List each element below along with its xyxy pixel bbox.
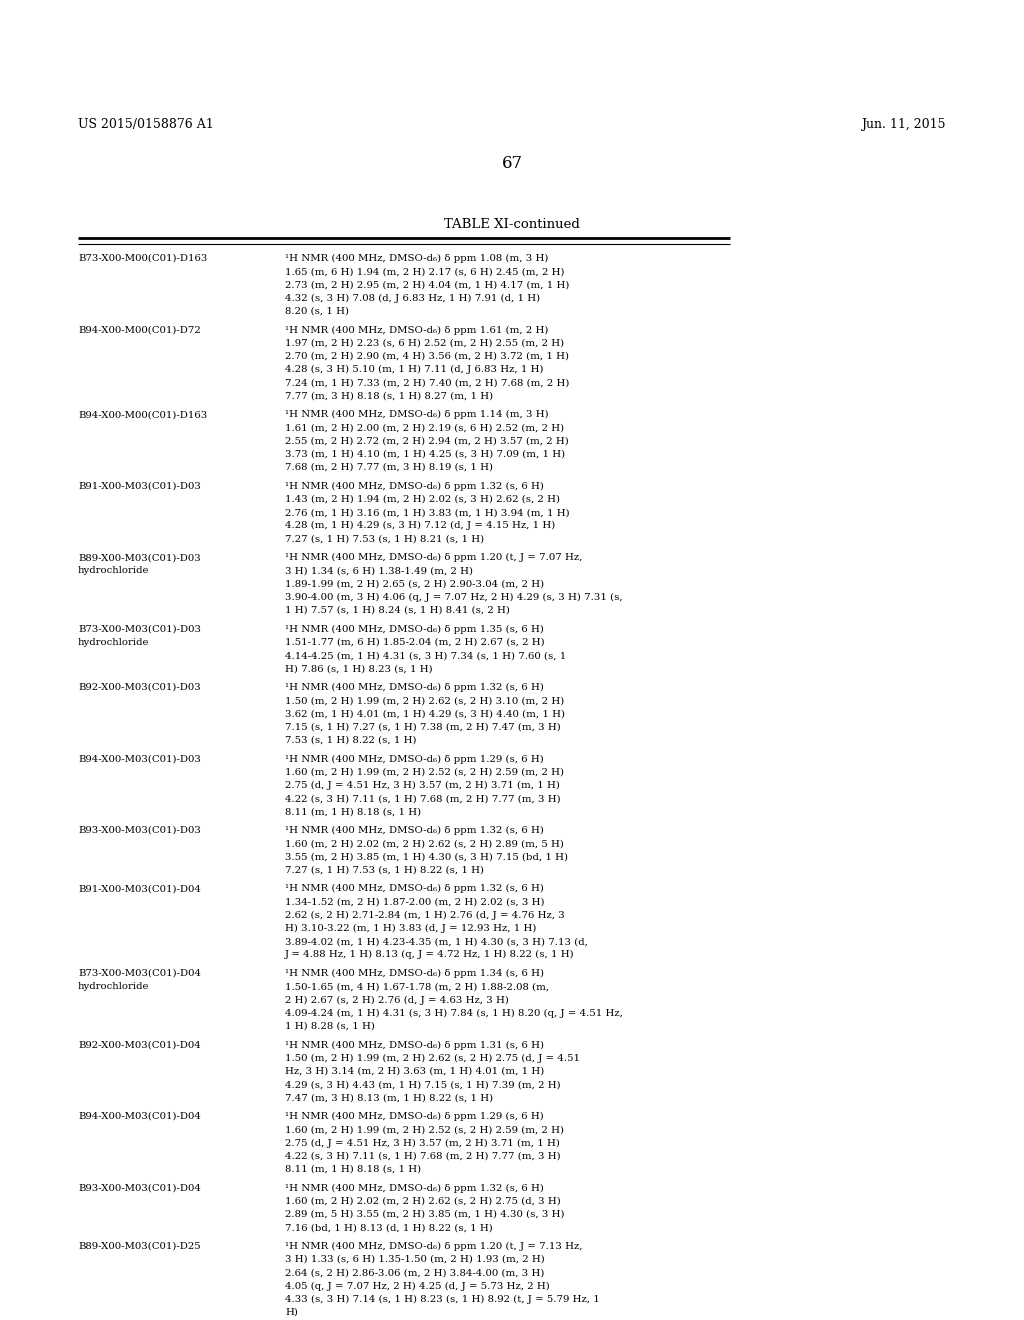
Text: B94-X00-M00(C01)-D72: B94-X00-M00(C01)-D72 xyxy=(78,326,201,334)
Text: ¹H NMR (400 MHz, DMSO-d₆) δ ppm 1.61 (m, 2 H): ¹H NMR (400 MHz, DMSO-d₆) δ ppm 1.61 (m,… xyxy=(285,326,549,335)
Text: J = 4.88 Hz, 1 H) 8.13 (q, J = 4.72 Hz, 1 H) 8.22 (s, 1 H): J = 4.88 Hz, 1 H) 8.13 (q, J = 4.72 Hz, … xyxy=(285,950,574,960)
Text: B92-X00-M03(C01)-D03: B92-X00-M03(C01)-D03 xyxy=(78,682,201,692)
Text: 3.90-4.00 (m, 3 H) 4.06 (q, J = 7.07 Hz, 2 H) 4.29 (s, 3 H) 7.31 (s,: 3.90-4.00 (m, 3 H) 4.06 (q, J = 7.07 Hz,… xyxy=(285,593,623,602)
Text: B94-X00-M03(C01)-D04: B94-X00-M03(C01)-D04 xyxy=(78,1111,201,1121)
Text: B91-X00-M03(C01)-D03: B91-X00-M03(C01)-D03 xyxy=(78,482,201,491)
Text: 2.75 (d, J = 4.51 Hz, 3 H) 3.57 (m, 2 H) 3.71 (m, 1 H): 2.75 (d, J = 4.51 Hz, 3 H) 3.57 (m, 2 H)… xyxy=(285,1138,560,1147)
Text: 7.24 (m, 1 H) 7.33 (m, 2 H) 7.40 (m, 2 H) 7.68 (m, 2 H): 7.24 (m, 1 H) 7.33 (m, 2 H) 7.40 (m, 2 H… xyxy=(285,379,569,387)
Text: ¹H NMR (400 MHz, DMSO-d₆) δ ppm 1.32 (s, 6 H): ¹H NMR (400 MHz, DMSO-d₆) δ ppm 1.32 (s,… xyxy=(285,884,544,894)
Text: ¹H NMR (400 MHz, DMSO-d₆) δ ppm 1.34 (s, 6 H): ¹H NMR (400 MHz, DMSO-d₆) δ ppm 1.34 (s,… xyxy=(285,969,544,978)
Text: 8.11 (m, 1 H) 8.18 (s, 1 H): 8.11 (m, 1 H) 8.18 (s, 1 H) xyxy=(285,1164,421,1173)
Text: 2.89 (m, 5 H) 3.55 (m, 2 H) 3.85 (m, 1 H) 4.30 (s, 3 H): 2.89 (m, 5 H) 3.55 (m, 2 H) 3.85 (m, 1 H… xyxy=(285,1210,564,1218)
Text: B94-X00-M03(C01)-D03: B94-X00-M03(C01)-D03 xyxy=(78,755,201,763)
Text: 7.47 (m, 3 H) 8.13 (m, 1 H) 8.22 (s, 1 H): 7.47 (m, 3 H) 8.13 (m, 1 H) 8.22 (s, 1 H… xyxy=(285,1093,494,1102)
Text: 7.16 (bd, 1 H) 8.13 (d, 1 H) 8.22 (s, 1 H): 7.16 (bd, 1 H) 8.13 (d, 1 H) 8.22 (s, 1 … xyxy=(285,1224,493,1232)
Text: ¹H NMR (400 MHz, DMSO-d₆) δ ppm 1.32 (s, 6 H): ¹H NMR (400 MHz, DMSO-d₆) δ ppm 1.32 (s,… xyxy=(285,482,544,491)
Text: 3 H) 1.33 (s, 6 H) 1.35-1.50 (m, 2 H) 1.93 (m, 2 H): 3 H) 1.33 (s, 6 H) 1.35-1.50 (m, 2 H) 1.… xyxy=(285,1255,545,1265)
Text: 4.29 (s, 3 H) 4.43 (m, 1 H) 7.15 (s, 1 H) 7.39 (m, 2 H): 4.29 (s, 3 H) 4.43 (m, 1 H) 7.15 (s, 1 H… xyxy=(285,1080,560,1089)
Text: ¹H NMR (400 MHz, DMSO-d₆) δ ppm 1.08 (m, 3 H): ¹H NMR (400 MHz, DMSO-d₆) δ ppm 1.08 (m,… xyxy=(285,253,549,263)
Text: Hz, 3 H) 3.14 (m, 2 H) 3.63 (m, 1 H) 4.01 (m, 1 H): Hz, 3 H) 3.14 (m, 2 H) 3.63 (m, 1 H) 4.0… xyxy=(285,1067,544,1076)
Text: 1.50 (m, 2 H) 1.99 (m, 2 H) 2.62 (s, 2 H) 3.10 (m, 2 H): 1.50 (m, 2 H) 1.99 (m, 2 H) 2.62 (s, 2 H… xyxy=(285,696,564,705)
Text: 7.15 (s, 1 H) 7.27 (s, 1 H) 7.38 (m, 2 H) 7.47 (m, 3 H): 7.15 (s, 1 H) 7.27 (s, 1 H) 7.38 (m, 2 H… xyxy=(285,722,561,731)
Text: 7.53 (s, 1 H) 8.22 (s, 1 H): 7.53 (s, 1 H) 8.22 (s, 1 H) xyxy=(285,735,417,744)
Text: ¹H NMR (400 MHz, DMSO-d₆) δ ppm 1.32 (s, 6 H): ¹H NMR (400 MHz, DMSO-d₆) δ ppm 1.32 (s,… xyxy=(285,682,544,692)
Text: 8.20 (s, 1 H): 8.20 (s, 1 H) xyxy=(285,306,349,315)
Text: ¹H NMR (400 MHz, DMSO-d₆) δ ppm 1.35 (s, 6 H): ¹H NMR (400 MHz, DMSO-d₆) δ ppm 1.35 (s,… xyxy=(285,624,544,634)
Text: 4.09-4.24 (m, 1 H) 4.31 (s, 3 H) 7.84 (s, 1 H) 8.20 (q, J = 4.51 Hz,: 4.09-4.24 (m, 1 H) 4.31 (s, 3 H) 7.84 (s… xyxy=(285,1008,623,1018)
Text: B73-X00-M03(C01)-D04: B73-X00-M03(C01)-D04 xyxy=(78,969,201,978)
Text: 7.27 (s, 1 H) 7.53 (s, 1 H) 8.21 (s, 1 H): 7.27 (s, 1 H) 7.53 (s, 1 H) 8.21 (s, 1 H… xyxy=(285,535,484,544)
Text: H) 3.10-3.22 (m, 1 H) 3.83 (d, J = 12.93 Hz, 1 H): H) 3.10-3.22 (m, 1 H) 3.83 (d, J = 12.93… xyxy=(285,924,537,933)
Text: TABLE XI-continued: TABLE XI-continued xyxy=(444,218,580,231)
Text: B92-X00-M03(C01)-D04: B92-X00-M03(C01)-D04 xyxy=(78,1040,201,1049)
Text: 3 H) 1.34 (s, 6 H) 1.38-1.49 (m, 2 H): 3 H) 1.34 (s, 6 H) 1.38-1.49 (m, 2 H) xyxy=(285,566,473,576)
Text: 1.34-1.52 (m, 2 H) 1.87-2.00 (m, 2 H) 2.02 (s, 3 H): 1.34-1.52 (m, 2 H) 1.87-2.00 (m, 2 H) 2.… xyxy=(285,898,545,907)
Text: 4.14-4.25 (m, 1 H) 4.31 (s, 3 H) 7.34 (s, 1 H) 7.60 (s, 1: 4.14-4.25 (m, 1 H) 4.31 (s, 3 H) 7.34 (s… xyxy=(285,651,566,660)
Text: ¹H NMR (400 MHz, DMSO-d₆) δ ppm 1.32 (s, 6 H): ¹H NMR (400 MHz, DMSO-d₆) δ ppm 1.32 (s,… xyxy=(285,1184,544,1193)
Text: 1.50 (m, 2 H) 1.99 (m, 2 H) 2.62 (s, 2 H) 2.75 (d, J = 4.51: 1.50 (m, 2 H) 1.99 (m, 2 H) 2.62 (s, 2 H… xyxy=(285,1053,580,1063)
Text: 1.60 (m, 2 H) 2.02 (m, 2 H) 2.62 (s, 2 H) 2.89 (m, 5 H): 1.60 (m, 2 H) 2.02 (m, 2 H) 2.62 (s, 2 H… xyxy=(285,840,564,849)
Text: US 2015/0158876 A1: US 2015/0158876 A1 xyxy=(78,117,214,131)
Text: B93-X00-M03(C01)-D04: B93-X00-M03(C01)-D04 xyxy=(78,1184,201,1192)
Text: 1.61 (m, 2 H) 2.00 (m, 2 H) 2.19 (s, 6 H) 2.52 (m, 2 H): 1.61 (m, 2 H) 2.00 (m, 2 H) 2.19 (s, 6 H… xyxy=(285,424,564,433)
Text: B73-X00-M03(C01)-D03: B73-X00-M03(C01)-D03 xyxy=(78,624,201,634)
Text: 2 H) 2.67 (s, 2 H) 2.76 (d, J = 4.63 Hz, 3 H): 2 H) 2.67 (s, 2 H) 2.76 (d, J = 4.63 Hz,… xyxy=(285,995,509,1005)
Text: B89-X00-M03(C01)-D03: B89-X00-M03(C01)-D03 xyxy=(78,553,201,562)
Text: 7.77 (m, 3 H) 8.18 (s, 1 H) 8.27 (m, 1 H): 7.77 (m, 3 H) 8.18 (s, 1 H) 8.27 (m, 1 H… xyxy=(285,392,494,400)
Text: 2.70 (m, 2 H) 2.90 (m, 4 H) 3.56 (m, 2 H) 3.72 (m, 1 H): 2.70 (m, 2 H) 2.90 (m, 4 H) 3.56 (m, 2 H… xyxy=(285,352,569,360)
Text: 2.62 (s, 2 H) 2.71-2.84 (m, 1 H) 2.76 (d, J = 4.76 Hz, 3: 2.62 (s, 2 H) 2.71-2.84 (m, 1 H) 2.76 (d… xyxy=(285,911,565,920)
Text: 4.05 (q, J = 7.07 Hz, 2 H) 4.25 (d, J = 5.73 Hz, 2 H): 4.05 (q, J = 7.07 Hz, 2 H) 4.25 (d, J = … xyxy=(285,1282,550,1291)
Text: 4.22 (s, 3 H) 7.11 (s, 1 H) 7.68 (m, 2 H) 7.77 (m, 3 H): 4.22 (s, 3 H) 7.11 (s, 1 H) 7.68 (m, 2 H… xyxy=(285,1151,560,1160)
Text: 7.27 (s, 1 H) 7.53 (s, 1 H) 8.22 (s, 1 H): 7.27 (s, 1 H) 7.53 (s, 1 H) 8.22 (s, 1 H… xyxy=(285,866,484,875)
Text: hydrochloride: hydrochloride xyxy=(78,566,150,576)
Text: 1 H) 8.28 (s, 1 H): 1 H) 8.28 (s, 1 H) xyxy=(285,1022,375,1031)
Text: 67: 67 xyxy=(502,154,522,172)
Text: 3.73 (m, 1 H) 4.10 (m, 1 H) 4.25 (s, 3 H) 7.09 (m, 1 H): 3.73 (m, 1 H) 4.10 (m, 1 H) 4.25 (s, 3 H… xyxy=(285,450,565,459)
Text: H) 7.86 (s, 1 H) 8.23 (s, 1 H): H) 7.86 (s, 1 H) 8.23 (s, 1 H) xyxy=(285,664,432,673)
Text: ¹H NMR (400 MHz, DMSO-d₆) δ ppm 1.14 (m, 3 H): ¹H NMR (400 MHz, DMSO-d₆) δ ppm 1.14 (m,… xyxy=(285,411,549,420)
Text: ¹H NMR (400 MHz, DMSO-d₆) δ ppm 1.20 (t, J = 7.13 Hz,: ¹H NMR (400 MHz, DMSO-d₆) δ ppm 1.20 (t,… xyxy=(285,1242,583,1251)
Text: 1.60 (m, 2 H) 1.99 (m, 2 H) 2.52 (s, 2 H) 2.59 (m, 2 H): 1.60 (m, 2 H) 1.99 (m, 2 H) 2.52 (s, 2 H… xyxy=(285,768,564,776)
Text: 4.28 (m, 1 H) 4.29 (s, 3 H) 7.12 (d, J = 4.15 Hz, 1 H): 4.28 (m, 1 H) 4.29 (s, 3 H) 7.12 (d, J =… xyxy=(285,521,555,531)
Text: ¹H NMR (400 MHz, DMSO-d₆) δ ppm 1.32 (s, 6 H): ¹H NMR (400 MHz, DMSO-d₆) δ ppm 1.32 (s,… xyxy=(285,826,544,836)
Text: H): H) xyxy=(285,1308,298,1317)
Text: ¹H NMR (400 MHz, DMSO-d₆) δ ppm 1.20 (t, J = 7.07 Hz,: ¹H NMR (400 MHz, DMSO-d₆) δ ppm 1.20 (t,… xyxy=(285,553,583,562)
Text: 1.50-1.65 (m, 4 H) 1.67-1.78 (m, 2 H) 1.88-2.08 (m,: 1.50-1.65 (m, 4 H) 1.67-1.78 (m, 2 H) 1.… xyxy=(285,982,549,991)
Text: 2.55 (m, 2 H) 2.72 (m, 2 H) 2.94 (m, 2 H) 3.57 (m, 2 H): 2.55 (m, 2 H) 2.72 (m, 2 H) 2.94 (m, 2 H… xyxy=(285,437,568,446)
Text: 3.55 (m, 2 H) 3.85 (m, 1 H) 4.30 (s, 3 H) 7.15 (bd, 1 H): 3.55 (m, 2 H) 3.85 (m, 1 H) 4.30 (s, 3 H… xyxy=(285,853,568,862)
Text: 4.22 (s, 3 H) 7.11 (s, 1 H) 7.68 (m, 2 H) 7.77 (m, 3 H): 4.22 (s, 3 H) 7.11 (s, 1 H) 7.68 (m, 2 H… xyxy=(285,795,560,803)
Text: hydrochloride: hydrochloride xyxy=(78,982,150,991)
Text: 2.75 (d, J = 4.51 Hz, 3 H) 3.57 (m, 2 H) 3.71 (m, 1 H): 2.75 (d, J = 4.51 Hz, 3 H) 3.57 (m, 2 H)… xyxy=(285,781,560,791)
Text: 1.65 (m, 6 H) 1.94 (m, 2 H) 2.17 (s, 6 H) 2.45 (m, 2 H): 1.65 (m, 6 H) 1.94 (m, 2 H) 2.17 (s, 6 H… xyxy=(285,267,564,276)
Text: ¹H NMR (400 MHz, DMSO-d₆) δ ppm 1.29 (s, 6 H): ¹H NMR (400 MHz, DMSO-d₆) δ ppm 1.29 (s,… xyxy=(285,755,544,764)
Text: hydrochloride: hydrochloride xyxy=(78,638,150,647)
Text: 4.32 (s, 3 H) 7.08 (d, J 6.83 Hz, 1 H) 7.91 (d, 1 H): 4.32 (s, 3 H) 7.08 (d, J 6.83 Hz, 1 H) 7… xyxy=(285,293,540,302)
Text: 1.51-1.77 (m, 6 H) 1.85-2.04 (m, 2 H) 2.67 (s, 2 H): 1.51-1.77 (m, 6 H) 1.85-2.04 (m, 2 H) 2.… xyxy=(285,638,545,647)
Text: Jun. 11, 2015: Jun. 11, 2015 xyxy=(861,117,946,131)
Text: 8.11 (m, 1 H) 8.18 (s, 1 H): 8.11 (m, 1 H) 8.18 (s, 1 H) xyxy=(285,808,421,816)
Text: ¹H NMR (400 MHz, DMSO-d₆) δ ppm 1.29 (s, 6 H): ¹H NMR (400 MHz, DMSO-d₆) δ ppm 1.29 (s,… xyxy=(285,1111,544,1121)
Text: 4.28 (s, 3 H) 5.10 (m, 1 H) 7.11 (d, J 6.83 Hz, 1 H): 4.28 (s, 3 H) 5.10 (m, 1 H) 7.11 (d, J 6… xyxy=(285,366,544,375)
Text: 3.62 (m, 1 H) 4.01 (m, 1 H) 4.29 (s, 3 H) 4.40 (m, 1 H): 3.62 (m, 1 H) 4.01 (m, 1 H) 4.29 (s, 3 H… xyxy=(285,709,565,718)
Text: 1.60 (m, 2 H) 1.99 (m, 2 H) 2.52 (s, 2 H) 2.59 (m, 2 H): 1.60 (m, 2 H) 1.99 (m, 2 H) 2.52 (s, 2 H… xyxy=(285,1125,564,1134)
Text: B73-X00-M00(C01)-D163: B73-X00-M00(C01)-D163 xyxy=(78,253,208,263)
Text: B89-X00-M03(C01)-D25: B89-X00-M03(C01)-D25 xyxy=(78,1242,201,1251)
Text: 2.64 (s, 2 H) 2.86-3.06 (m, 2 H) 3.84-4.00 (m, 3 H): 2.64 (s, 2 H) 2.86-3.06 (m, 2 H) 3.84-4.… xyxy=(285,1269,545,1278)
Text: 4.33 (s, 3 H) 7.14 (s, 1 H) 8.23 (s, 1 H) 8.92 (t, J = 5.79 Hz, 1: 4.33 (s, 3 H) 7.14 (s, 1 H) 8.23 (s, 1 H… xyxy=(285,1295,600,1304)
Text: 1.89-1.99 (m, 2 H) 2.65 (s, 2 H) 2.90-3.04 (m, 2 H): 1.89-1.99 (m, 2 H) 2.65 (s, 2 H) 2.90-3.… xyxy=(285,579,544,589)
Text: 1.43 (m, 2 H) 1.94 (m, 2 H) 2.02 (s, 3 H) 2.62 (s, 2 H): 1.43 (m, 2 H) 1.94 (m, 2 H) 2.02 (s, 3 H… xyxy=(285,495,560,504)
Text: 1 H) 7.57 (s, 1 H) 8.24 (s, 1 H) 8.41 (s, 2 H): 1 H) 7.57 (s, 1 H) 8.24 (s, 1 H) 8.41 (s… xyxy=(285,606,510,615)
Text: 1.60 (m, 2 H) 2.02 (m, 2 H) 2.62 (s, 2 H) 2.75 (d, 3 H): 1.60 (m, 2 H) 2.02 (m, 2 H) 2.62 (s, 2 H… xyxy=(285,1197,561,1205)
Text: 3.89-4.02 (m, 1 H) 4.23-4.35 (m, 1 H) 4.30 (s, 3 H) 7.13 (d,: 3.89-4.02 (m, 1 H) 4.23-4.35 (m, 1 H) 4.… xyxy=(285,937,588,946)
Text: 2.76 (m, 1 H) 3.16 (m, 1 H) 3.83 (m, 1 H) 3.94 (m, 1 H): 2.76 (m, 1 H) 3.16 (m, 1 H) 3.83 (m, 1 H… xyxy=(285,508,569,517)
Text: B91-X00-M03(C01)-D04: B91-X00-M03(C01)-D04 xyxy=(78,884,201,894)
Text: 1.97 (m, 2 H) 2.23 (s, 6 H) 2.52 (m, 2 H) 2.55 (m, 2 H): 1.97 (m, 2 H) 2.23 (s, 6 H) 2.52 (m, 2 H… xyxy=(285,339,564,347)
Text: ¹H NMR (400 MHz, DMSO-d₆) δ ppm 1.31 (s, 6 H): ¹H NMR (400 MHz, DMSO-d₆) δ ppm 1.31 (s,… xyxy=(285,1040,544,1049)
Text: B94-X00-M00(C01)-D163: B94-X00-M00(C01)-D163 xyxy=(78,411,207,420)
Text: 2.73 (m, 2 H) 2.95 (m, 2 H) 4.04 (m, 1 H) 4.17 (m, 1 H): 2.73 (m, 2 H) 2.95 (m, 2 H) 4.04 (m, 1 H… xyxy=(285,280,569,289)
Text: 7.68 (m, 2 H) 7.77 (m, 3 H) 8.19 (s, 1 H): 7.68 (m, 2 H) 7.77 (m, 3 H) 8.19 (s, 1 H… xyxy=(285,463,493,473)
Text: B93-X00-M03(C01)-D03: B93-X00-M03(C01)-D03 xyxy=(78,826,201,836)
